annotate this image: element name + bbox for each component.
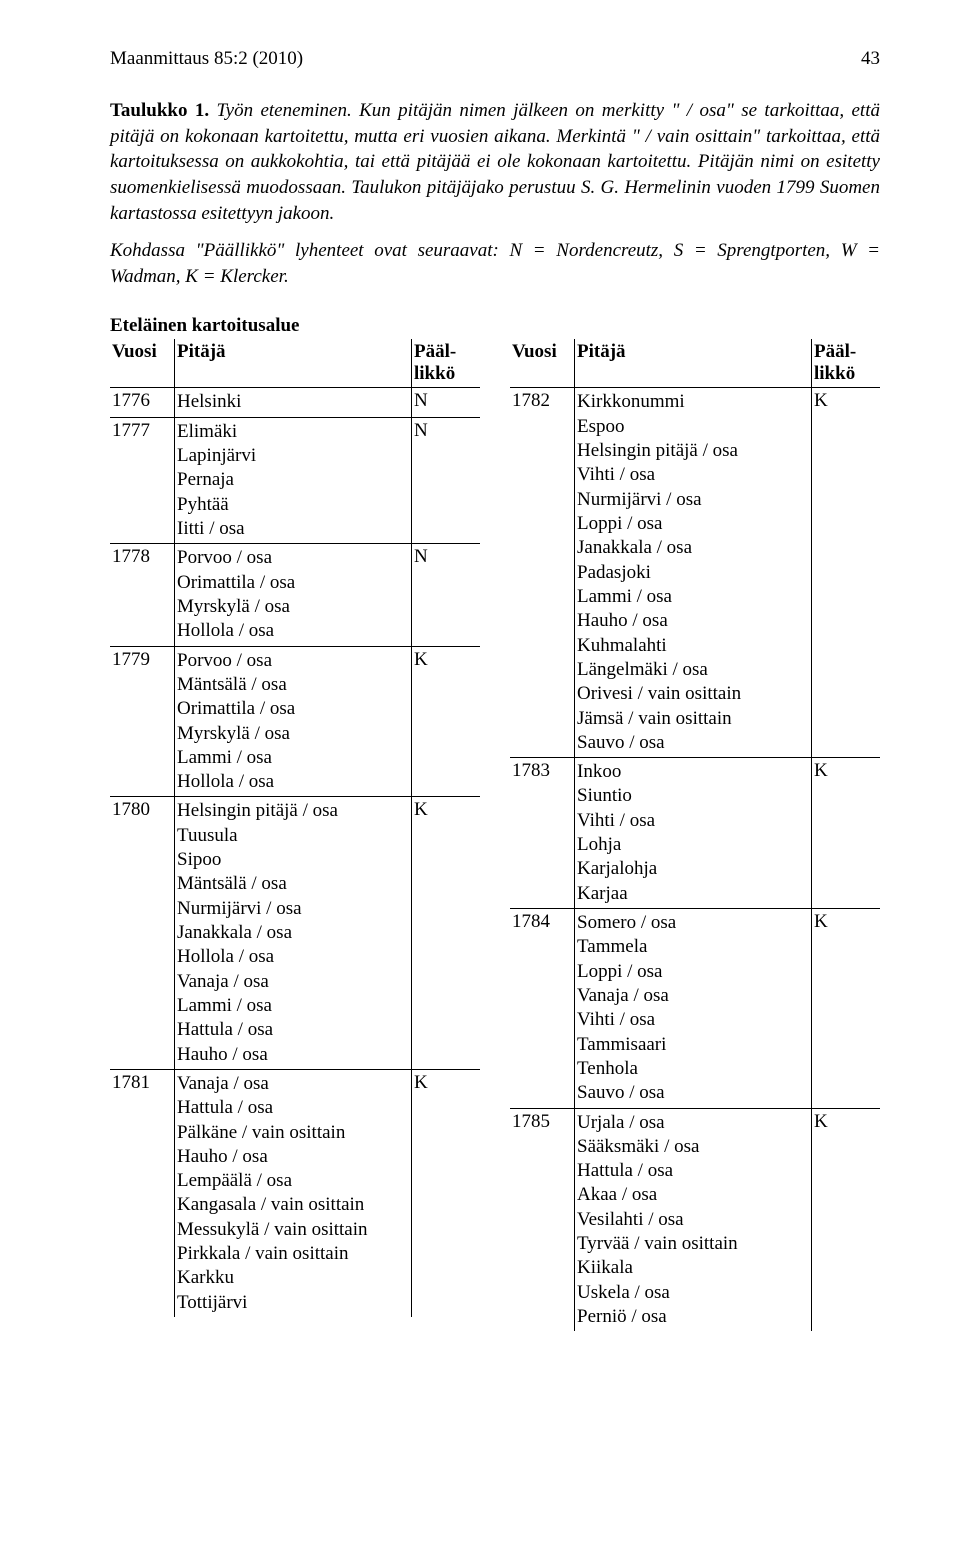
table-caption: Taulukko 1. Työn eteneminen. Kun pitäjän… [110, 98, 880, 226]
cell-year: 1779 [110, 646, 175, 797]
table-row: 1784Somero / osaTammelaLoppi / osaVanaja… [510, 909, 880, 1109]
right-table: Vuosi Pitäjä Pääl-likkö 1782KirkkonummiE… [510, 339, 880, 1331]
cell-pitaja: Urjala / osaSääksmäki / osaHattula / osa… [575, 1108, 812, 1331]
right-column: Vuosi Pitäjä Pääl-likkö 1782KirkkonummiE… [510, 339, 880, 1331]
cell-paallikko: K [812, 758, 881, 909]
cell-paallikko: K [412, 646, 481, 797]
cell-paallikko: K [812, 909, 881, 1109]
th-paal: Pääl-likkö [812, 339, 881, 388]
cell-paallikko: N [412, 417, 481, 544]
cell-year: 1785 [510, 1108, 575, 1331]
cell-year: 1783 [510, 758, 575, 909]
caption-lead-italic: Työn eteneminen. [209, 100, 359, 121]
caption-legend: Kohdassa "Päällikkö" lyhenteet ovat seur… [110, 238, 880, 289]
cell-pitaja: Somero / osaTammelaLoppi / osaVanaja / o… [575, 909, 812, 1109]
table-row: 1780Helsingin pitäjä / osaTuusulaSipooMä… [110, 797, 480, 1069]
cell-year: 1781 [110, 1069, 175, 1317]
header-page-number: 43 [861, 48, 880, 70]
cell-pitaja: Vanaja / osaHattula / osaPälkäne / vain … [175, 1069, 412, 1317]
cell-paallikko: N [412, 388, 481, 417]
th-paal: Pääl-likkö [412, 339, 481, 388]
cell-paallikko: K [412, 1069, 481, 1317]
table-row: 1781Vanaja / osaHattula / osaPälkäne / v… [110, 1069, 480, 1317]
th-pitaja: Pitäjä [175, 339, 412, 388]
cell-year: 1780 [110, 797, 175, 1069]
table-row: 1785Urjala / osaSääksmäki / osaHattula /… [510, 1108, 880, 1331]
cell-pitaja: Porvoo / osaOrimattila / osaMyrskylä / o… [175, 544, 412, 646]
cell-pitaja: InkooSiuntioVihti / osaLohjaKarjalohjaKa… [575, 758, 812, 909]
cell-pitaja: Helsinki [175, 388, 412, 417]
section-title: Eteläinen kartoitusalue [110, 315, 880, 337]
cell-pitaja: Helsingin pitäjä / osaTuusulaSipooMäntsä… [175, 797, 412, 1069]
cell-year: 1782 [510, 388, 575, 758]
cell-year: 1784 [510, 909, 575, 1109]
left-table: Vuosi Pitäjä Pääl-likkö 1776HelsinkiN177… [110, 339, 480, 1317]
th-year: Vuosi [510, 339, 575, 388]
table-row: 1778Porvoo / osaOrimattila / osaMyrskylä… [110, 544, 480, 646]
cell-year: 1777 [110, 417, 175, 544]
cell-pitaja: ElimäkiLapinjärviPernajaPyhtääIitti / os… [175, 417, 412, 544]
cell-paallikko: K [812, 1108, 881, 1331]
table-row: 1777ElimäkiLapinjärviPernajaPyhtääIitti … [110, 417, 480, 544]
cell-year: 1778 [110, 544, 175, 646]
cell-year: 1776 [110, 388, 175, 417]
cell-pitaja: Porvoo / osaMäntsälä / osaOrimattila / o… [175, 646, 412, 797]
th-year: Vuosi [110, 339, 175, 388]
table-row: 1776HelsinkiN [110, 388, 480, 417]
cell-paallikko: N [412, 544, 481, 646]
cell-paallikko: K [812, 388, 881, 758]
table-row: 1782KirkkonummiEspooHelsingin pitäjä / o… [510, 388, 880, 758]
left-column: Vuosi Pitäjä Pääl-likkö 1776HelsinkiN177… [110, 339, 480, 1331]
header-left: Maanmittaus 85:2 (2010) [110, 48, 303, 70]
caption-lead-bold: Taulukko 1. [110, 100, 209, 121]
table-row: 1779Porvoo / osaMäntsälä / osaOrimattila… [110, 646, 480, 797]
th-pitaja: Pitäjä [575, 339, 812, 388]
table-row: 1783InkooSiuntioVihti / osaLohjaKarjaloh… [510, 758, 880, 909]
cell-pitaja: KirkkonummiEspooHelsingin pitäjä / osaVi… [575, 388, 812, 758]
cell-paallikko: K [412, 797, 481, 1069]
